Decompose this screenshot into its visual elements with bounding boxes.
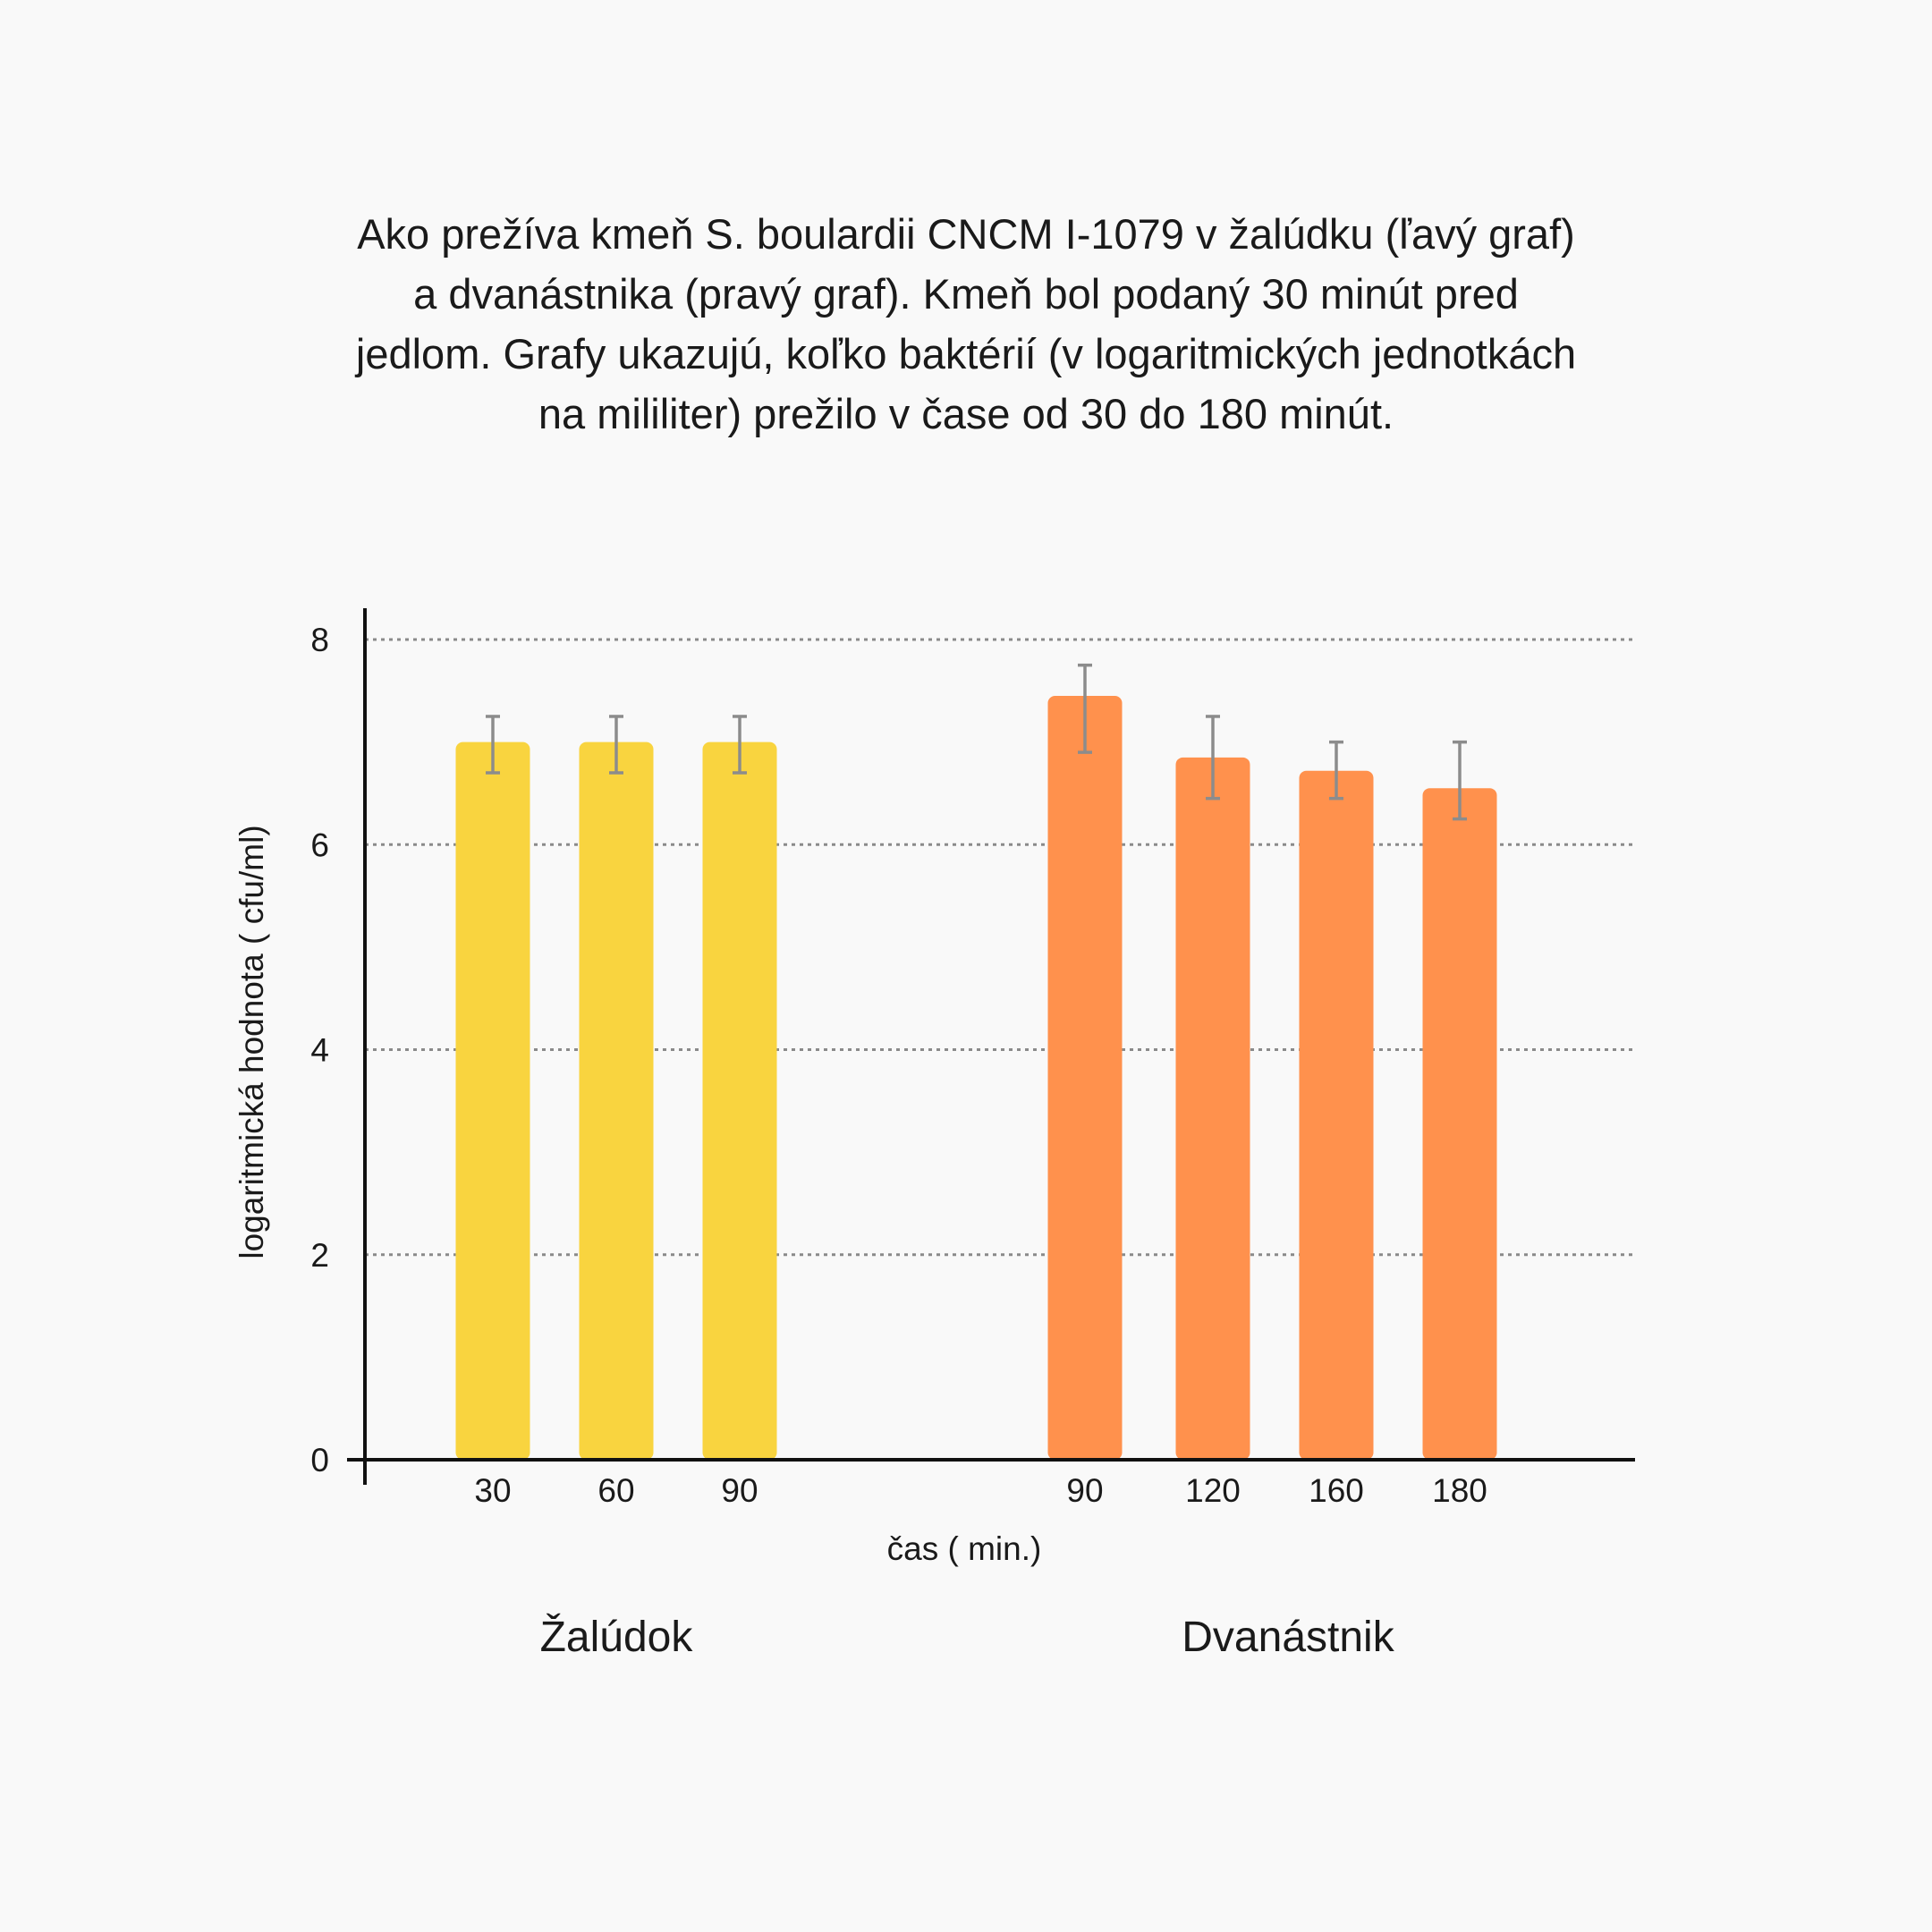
x-tick-label: 30: [474, 1472, 511, 1509]
y-axis-label: logaritmická hodnota ( cfu/ml): [233, 825, 270, 1258]
y-tick-label: 2: [310, 1237, 329, 1274]
group-labels: Žalúdok Dvanástnik: [540, 1614, 1395, 1661]
bar: [1299, 770, 1374, 1460]
error-bars: [486, 663, 1467, 821]
y-tick-label: 8: [310, 622, 329, 658]
y-tick-label: 4: [310, 1032, 329, 1069]
x-tick-label: 90: [1066, 1472, 1103, 1509]
group-label: Žalúdok: [540, 1614, 694, 1661]
x-tick-label: 160: [1309, 1472, 1364, 1509]
x-axis-label: čas ( min.): [887, 1530, 1042, 1567]
bar: [579, 741, 654, 1460]
chart-title-line: jedlom. Grafy ukazujú, koľko baktérií (v…: [355, 330, 1577, 377]
group-label: Dvanástnik: [1182, 1614, 1394, 1661]
y-tick-labels: 0 2 4 6 8: [310, 622, 329, 1479]
chart-title-line: na mililiter) prežilo v čase od 30 do 18…: [538, 390, 1394, 437]
chart-title-line: Ako prežíva kmeň S. boulardii CNCM I-107…: [357, 210, 1575, 258]
x-tick-label: 60: [597, 1472, 634, 1509]
bar: [1422, 788, 1497, 1460]
chart-title: Ako prežíva kmeň S. boulardii CNCM I-107…: [250, 204, 1682, 444]
bars: [455, 696, 1497, 1460]
x-tick-label: 180: [1432, 1472, 1487, 1509]
x-tick-label: 120: [1185, 1472, 1241, 1509]
x-tick-labels: 30 60 90 90 120 160 180: [474, 1472, 1487, 1509]
gridlines: [365, 638, 1635, 1257]
x-tick-label: 90: [721, 1472, 758, 1509]
bar: [1047, 696, 1123, 1460]
bar: [702, 741, 777, 1460]
bar: [1175, 757, 1250, 1460]
axes: [347, 608, 1635, 1485]
bar: [455, 741, 530, 1460]
y-tick-label: 0: [310, 1442, 329, 1479]
chart-title-line: a dvanástnika (pravý graf). Kmeň bol pod…: [413, 270, 1519, 318]
y-tick-label: 6: [310, 826, 329, 863]
